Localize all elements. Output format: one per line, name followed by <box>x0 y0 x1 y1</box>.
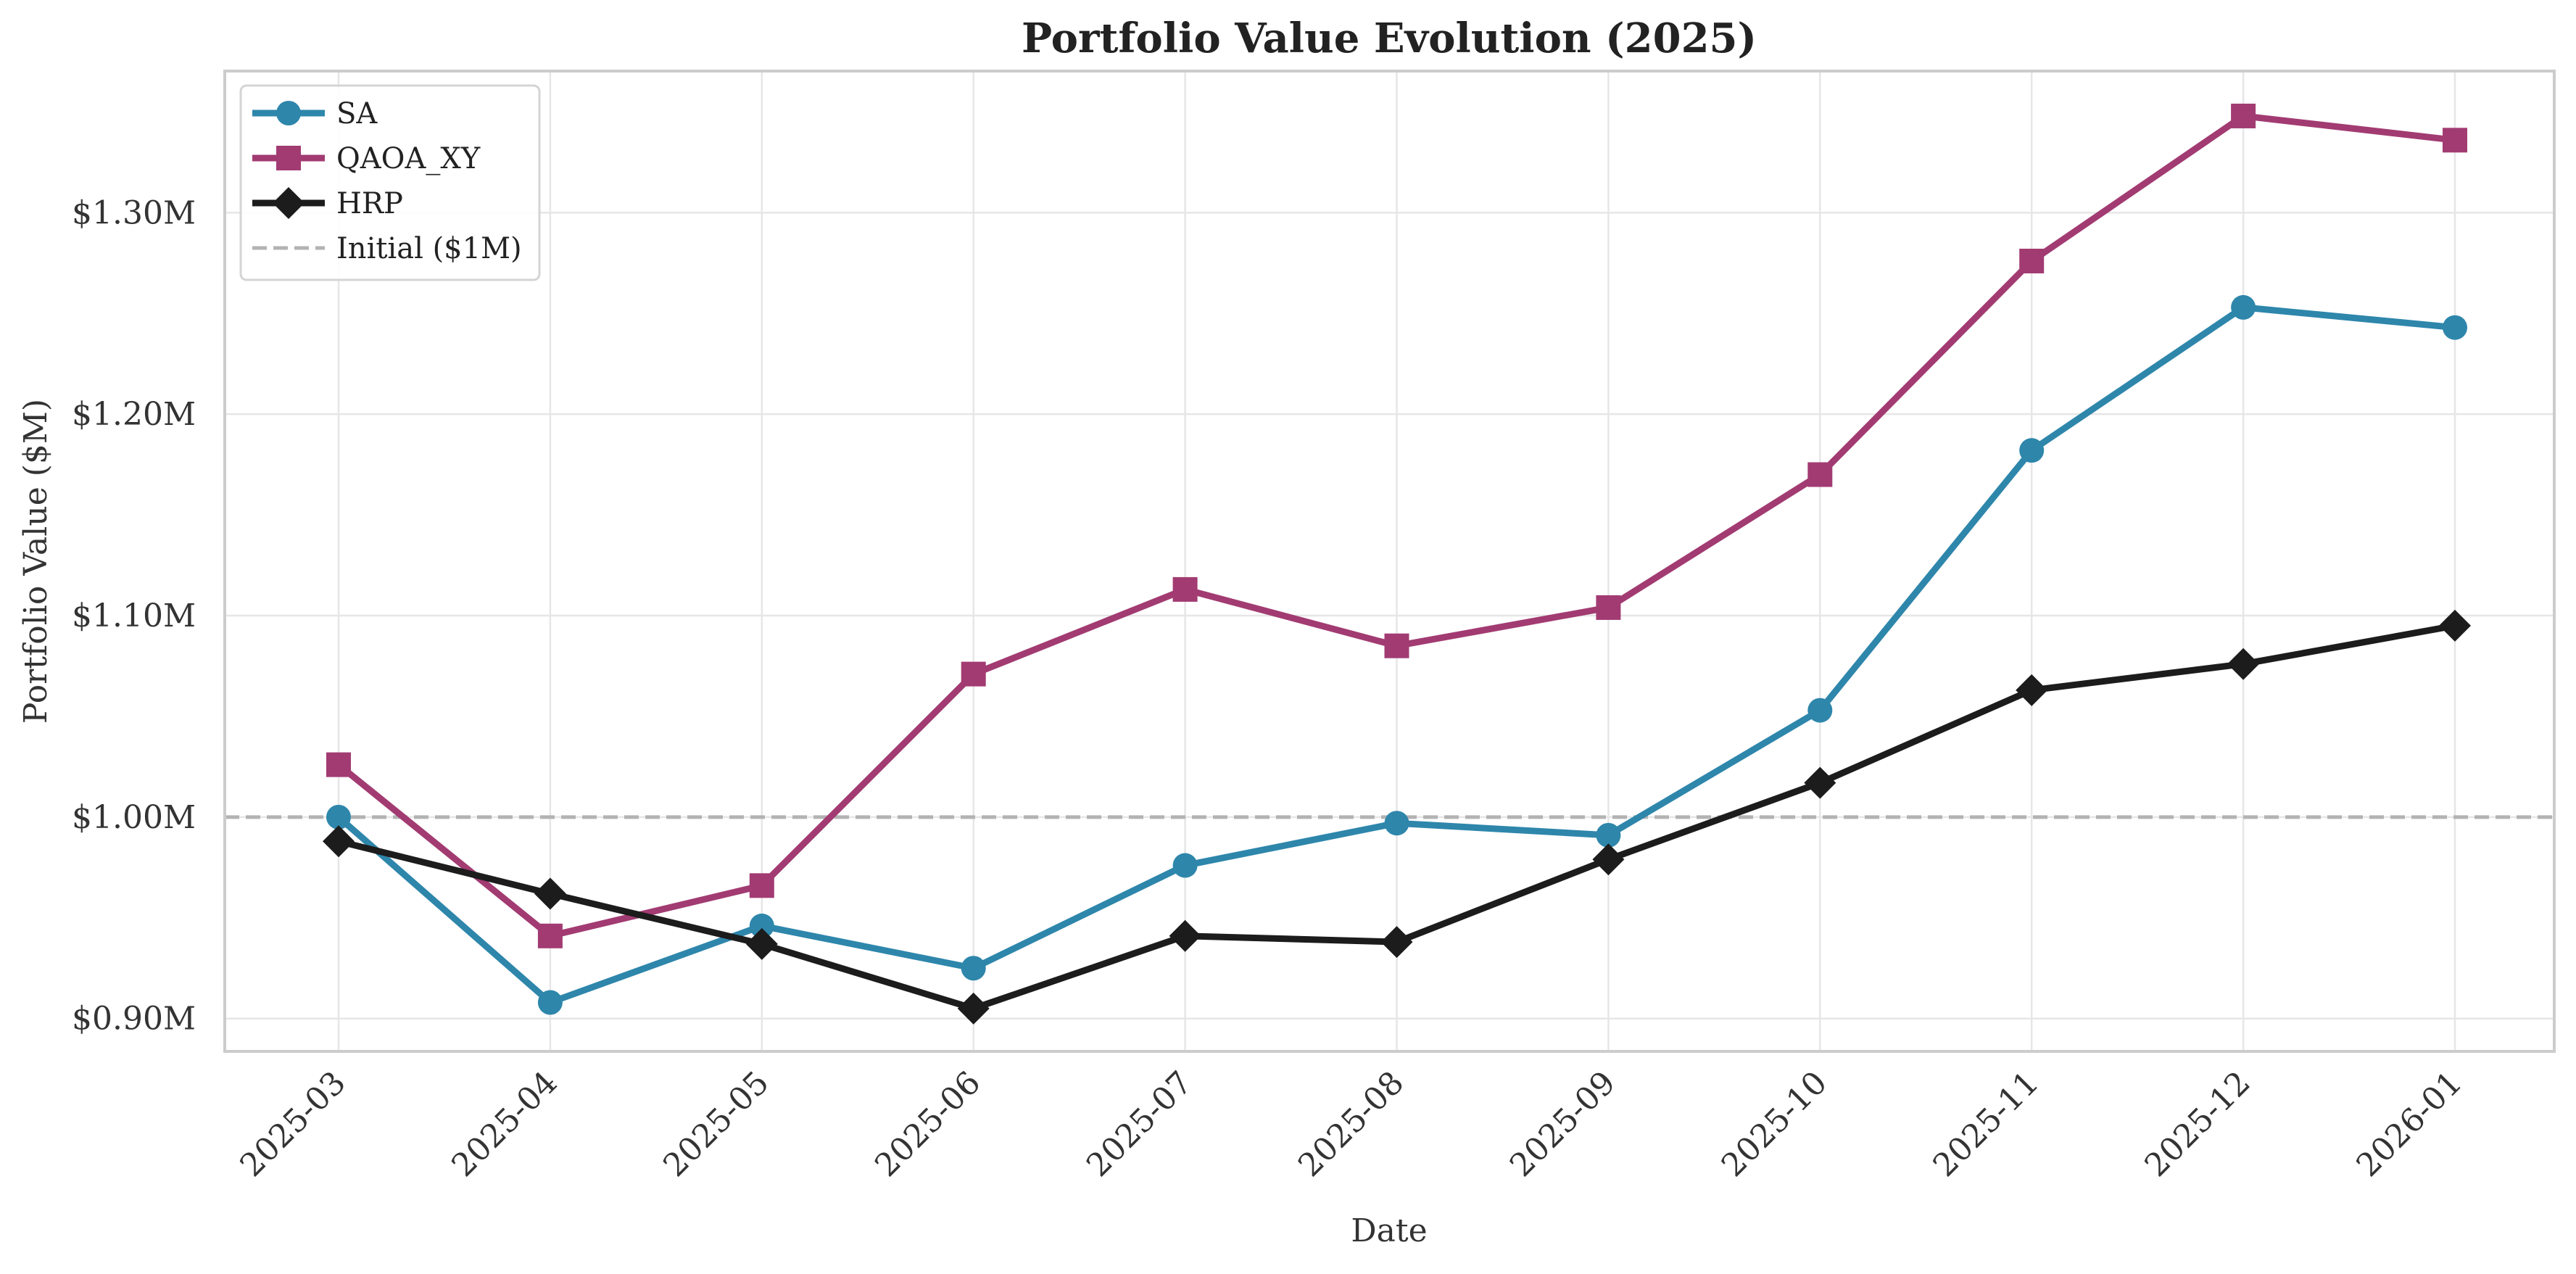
point-sa-2025-03 <box>326 804 351 830</box>
point-hrp-2025-08 <box>1380 926 1413 959</box>
point-sa-2025-08 <box>1384 811 1409 836</box>
x-tick-2025-10: 2025-10 <box>1715 1064 1834 1184</box>
point-qaoa-xy-2025-12 <box>2231 103 2256 128</box>
series-qaoa-xy <box>326 103 2467 948</box>
legend-label: Initial ($1M) <box>336 232 522 265</box>
point-hrp-2025-09 <box>1592 843 1625 876</box>
x-tick-2025-06: 2025-06 <box>868 1064 987 1184</box>
point-qaoa-xy-2025-04 <box>537 923 563 948</box>
legend-label: SA <box>336 97 378 131</box>
plot-frame <box>223 70 2556 1053</box>
legend-item-sa: SA <box>252 97 378 131</box>
point-hrp-2025-07 <box>1169 919 1201 952</box>
point-sa-2025-07 <box>1172 853 1198 878</box>
x-tick-2025-05: 2025-05 <box>656 1064 776 1184</box>
legend-marker <box>273 187 305 219</box>
point-sa-2025-06 <box>961 956 986 981</box>
series-layer <box>323 103 2471 1025</box>
point-qaoa-xy-2025-07 <box>1172 576 1198 602</box>
y-tick-1: $1.00M <box>72 799 196 836</box>
point-sa-2025-09 <box>1596 822 1621 848</box>
point-qaoa-xy-2025-05 <box>749 873 774 898</box>
point-hrp-2025-11 <box>2016 674 2048 706</box>
x-tick-2025-04: 2025-04 <box>444 1064 564 1184</box>
x-tick-2025-09: 2025-09 <box>1503 1064 1623 1184</box>
series-hrp <box>323 609 2471 1025</box>
y-tick-3: $1.20M <box>72 396 196 433</box>
point-hrp-2025-04 <box>534 877 566 910</box>
point-sa-2025-12 <box>2231 294 2256 320</box>
point-hrp-2025-03 <box>323 825 355 858</box>
point-qaoa-xy-2025-10 <box>1807 462 1833 487</box>
point-hrp-2025-12 <box>2227 648 2260 680</box>
point-qaoa-xy-2025-08 <box>1384 633 1409 658</box>
legend-label: HRP <box>336 187 403 220</box>
legend-marker <box>276 101 301 125</box>
y-axis-label: Portfolio Value ($M) <box>17 399 54 724</box>
y-tick-0: $0.90M <box>72 1001 196 1038</box>
legend: SA QAOA_XY HRP Initial ($1M) <box>239 84 541 281</box>
point-qaoa-xy-2025-06 <box>961 661 986 687</box>
point-hrp-2025-06 <box>957 992 990 1025</box>
legend-item-initial-1m: Initial ($1M) <box>252 232 522 265</box>
grid-layer <box>225 71 2554 1051</box>
point-sa-2026-01 <box>2443 315 2467 340</box>
point-sa-2025-11 <box>2019 438 2045 463</box>
y-tick-4: $1.30M <box>72 194 196 231</box>
x-tick-2026-01: 2026-01 <box>2349 1064 2469 1184</box>
tick-layer: 2025-03 2025-04 2025-05 2025-06 2025-07 2025-… <box>72 194 2469 1184</box>
point-hrp-2025-05 <box>745 927 778 960</box>
x-axis-label: Date <box>1351 1212 1427 1249</box>
point-qaoa-xy-2025-11 <box>2019 249 2045 274</box>
point-sa-2025-04 <box>537 990 563 1015</box>
legend-item-hrp: HRP <box>252 187 403 220</box>
point-qaoa-xy-2025-03 <box>326 752 351 777</box>
point-hrp-2026-01 <box>2439 609 2471 642</box>
point-sa-2025-10 <box>1807 698 1833 723</box>
x-tick-2025-07: 2025-07 <box>1080 1064 1199 1184</box>
point-qaoa-xy-2025-09 <box>1596 595 1621 620</box>
series-sa <box>326 294 2467 1015</box>
x-tick-2025-11: 2025-11 <box>1926 1064 2046 1184</box>
point-hrp-2025-10 <box>1804 766 1836 799</box>
point-qaoa-xy-2026-01 <box>2443 128 2467 153</box>
x-tick-2025-08: 2025-08 <box>1291 1064 1411 1184</box>
y-tick-2: $1.10M <box>72 597 196 634</box>
chart-title: Portfolio Value Evolution (2025) <box>1022 15 1757 62</box>
legend-box <box>239 84 541 281</box>
legend-marker <box>276 146 301 170</box>
legend-item-qaoa-xy: QAOA_XY <box>252 142 481 175</box>
point-sa-2025-05 <box>749 913 774 938</box>
x-tick-2025-03: 2025-03 <box>233 1064 352 1184</box>
x-tick-2025-12: 2025-12 <box>2138 1064 2258 1184</box>
legend-label: QAOA_XY <box>336 142 481 175</box>
